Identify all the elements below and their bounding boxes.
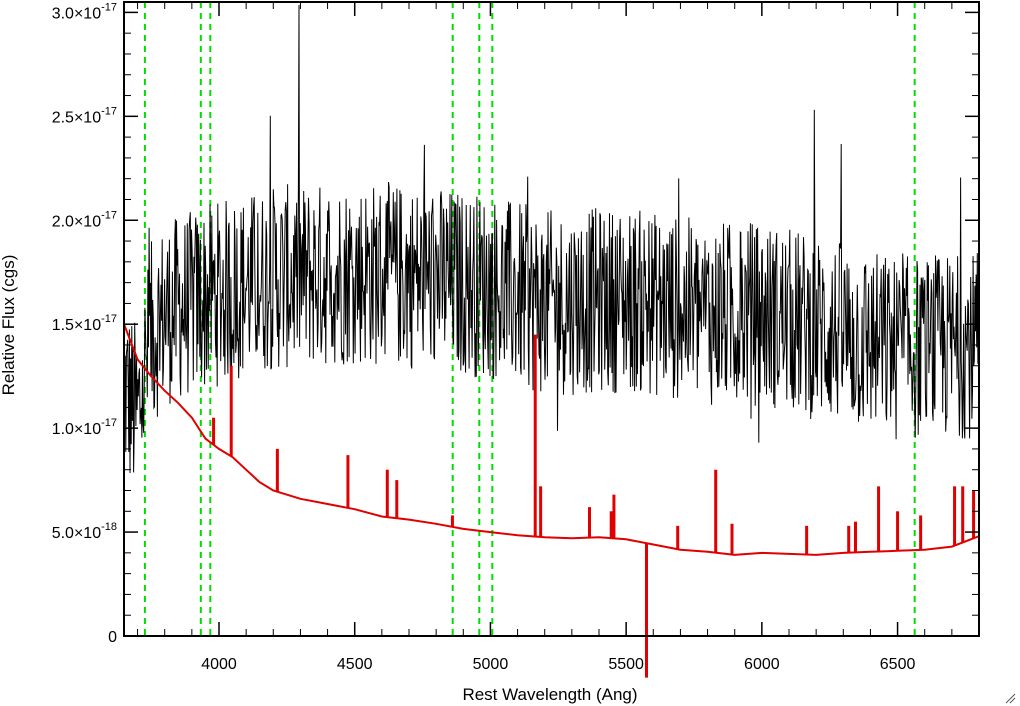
y-tick-label: 3.0×10-17 [52,1,117,22]
x-tick-label: 4500 [337,656,373,673]
resize-grip-icon [1005,693,1016,704]
y-tick-label: 5.0×10-18 [52,521,117,542]
model-spectrum [123,323,980,678]
y-tick-label: 0 [108,629,117,646]
y-tick-label: 2.5×10-17 [52,105,117,126]
x-tick-label: 6000 [744,656,780,673]
x-tick-label: 5000 [473,656,509,673]
y-tick-label: 2.0×10-17 [52,209,117,230]
x-tick-labels: 4000 4500 5000 5500 6000 6500 [201,656,915,673]
observed-spectrum-line [123,5,979,474]
plot-frame [123,1,980,637]
x-tick-label: 6500 [880,656,916,673]
axes [123,1,980,637]
observed-spectrum [123,5,979,474]
y-tick-labels: 0 5.0×10-18 1.0×10-17 1.5×10-17 2.0×10-17 2.5… [52,1,117,646]
y-axis-label: Relative Flux (cgs) [0,255,18,396]
y-tick-label: 1.5×10-17 [52,313,117,334]
x-axis-label: Rest Wavelength (Ang) [462,685,637,704]
x-tick-label: 5500 [608,656,644,673]
y-tick-label: 1.0×10-17 [52,417,117,438]
x-tick-label: 4000 [201,656,237,673]
model-spectrum-line [123,323,980,556]
